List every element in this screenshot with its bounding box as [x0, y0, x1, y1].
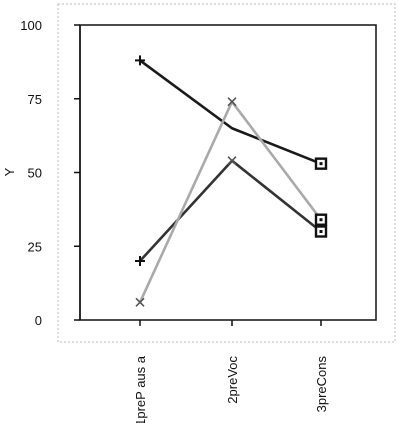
y-tick-label: 100 — [20, 18, 42, 33]
series-2 — [135, 156, 328, 266]
y-ticks: 0 25 50 75 100 — [20, 18, 80, 328]
y-tick-label: 0 — [35, 313, 42, 328]
data-point-plus — [135, 256, 145, 266]
data-point-x — [227, 97, 237, 107]
series-1 — [135, 55, 328, 170]
data-point-plus — [135, 55, 145, 66]
data-point-square — [314, 157, 328, 170]
series-3 — [135, 97, 328, 307]
series-line — [139, 59, 322, 165]
data-point-x — [227, 156, 237, 166]
plot-area — [79, 24, 377, 321]
x-category-label: 2preVoc — [225, 356, 240, 404]
y-tick-label: 50 — [28, 166, 42, 181]
x-category-label: 3preCons — [314, 356, 329, 413]
data-point-x — [135, 297, 145, 307]
outer-frame — [57, 3, 396, 343]
y-axis-title: Y — [2, 167, 17, 176]
data-point-square — [314, 225, 328, 238]
data-point-square — [314, 213, 328, 226]
x-category-label: 1preP aus a — [133, 355, 148, 423]
y-tick-label: 25 — [28, 239, 42, 254]
series-layer — [135, 55, 328, 307]
x-ticks: 1preP aus a 2preVoc 3preCons — [133, 320, 329, 423]
y-tick-label: 75 — [28, 92, 42, 107]
